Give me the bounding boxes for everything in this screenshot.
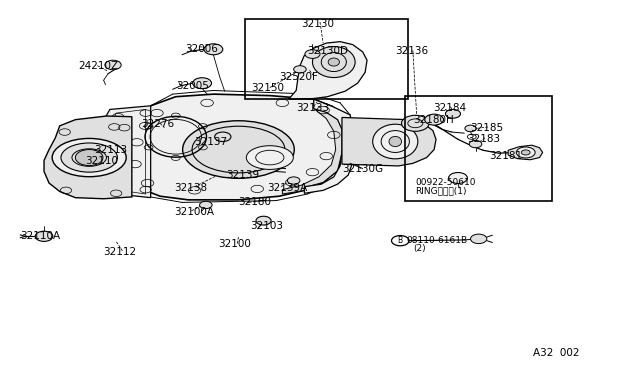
Polygon shape: [213, 128, 250, 147]
Polygon shape: [508, 145, 543, 160]
Circle shape: [305, 49, 320, 58]
Polygon shape: [44, 116, 132, 199]
Polygon shape: [242, 156, 279, 172]
Text: 32181: 32181: [490, 151, 522, 161]
Text: (2): (2): [413, 244, 426, 253]
Ellipse shape: [389, 137, 401, 147]
Circle shape: [425, 114, 444, 125]
Polygon shape: [55, 179, 89, 190]
Ellipse shape: [372, 124, 418, 159]
Circle shape: [294, 66, 306, 73]
Circle shape: [401, 115, 429, 131]
Polygon shape: [132, 94, 344, 200]
Circle shape: [522, 150, 530, 155]
Circle shape: [287, 177, 300, 184]
Circle shape: [449, 173, 467, 183]
Ellipse shape: [246, 146, 293, 169]
Polygon shape: [289, 42, 367, 99]
Text: 32180H: 32180H: [413, 115, 454, 125]
Text: 32180: 32180: [239, 198, 271, 208]
Text: A32  002: A32 002: [533, 348, 580, 358]
Text: 32110A: 32110A: [20, 231, 60, 241]
Text: 32150: 32150: [251, 83, 284, 93]
Circle shape: [204, 44, 223, 55]
Circle shape: [516, 147, 535, 158]
Text: 32113: 32113: [94, 145, 127, 154]
Text: RINGリング(1): RINGリング(1): [415, 186, 467, 195]
Polygon shape: [305, 99, 353, 193]
Text: 32130: 32130: [301, 19, 334, 29]
Text: 32130D: 32130D: [307, 46, 348, 56]
Ellipse shape: [52, 138, 126, 177]
Text: 00922-50610: 00922-50610: [415, 178, 476, 187]
Text: 32139A: 32139A: [267, 183, 307, 193]
Text: B: B: [397, 236, 403, 245]
Circle shape: [256, 216, 271, 225]
Text: 32100: 32100: [218, 239, 252, 249]
Text: 32183: 32183: [467, 134, 500, 144]
Polygon shape: [96, 106, 150, 198]
Text: 08110-6161B: 08110-6161B: [406, 236, 468, 245]
Text: 24210Z: 24210Z: [79, 61, 118, 71]
Text: 32103: 32103: [250, 221, 283, 231]
Polygon shape: [282, 99, 345, 194]
Text: 32184: 32184: [433, 103, 466, 113]
Text: 32185: 32185: [470, 123, 504, 133]
Text: 32276: 32276: [141, 119, 174, 129]
Circle shape: [470, 234, 487, 244]
Text: 32138: 32138: [175, 183, 207, 193]
Bar: [404, 96, 552, 201]
Circle shape: [469, 141, 482, 148]
Text: 32112: 32112: [104, 247, 137, 257]
Ellipse shape: [182, 121, 294, 178]
Text: 32136: 32136: [396, 46, 428, 56]
Ellipse shape: [312, 46, 355, 77]
Text: 32520F: 32520F: [279, 72, 318, 81]
Text: 32100A: 32100A: [175, 207, 214, 217]
Circle shape: [76, 150, 103, 166]
Circle shape: [35, 231, 53, 241]
Circle shape: [214, 132, 231, 141]
Circle shape: [465, 125, 476, 132]
Text: 32005: 32005: [176, 81, 209, 91]
Polygon shape: [342, 118, 436, 166]
Text: 32130G: 32130G: [342, 164, 383, 173]
Text: 32139: 32139: [226, 170, 259, 180]
Ellipse shape: [61, 143, 117, 172]
Text: 32137: 32137: [195, 137, 228, 147]
Circle shape: [445, 109, 461, 118]
Text: 32006: 32006: [185, 44, 218, 54]
Circle shape: [105, 60, 121, 70]
Circle shape: [200, 201, 212, 209]
Circle shape: [193, 78, 211, 89]
Text: 32133: 32133: [296, 103, 330, 113]
Bar: [244, 19, 408, 99]
Ellipse shape: [328, 58, 339, 66]
Text: 32110: 32110: [85, 156, 118, 166]
